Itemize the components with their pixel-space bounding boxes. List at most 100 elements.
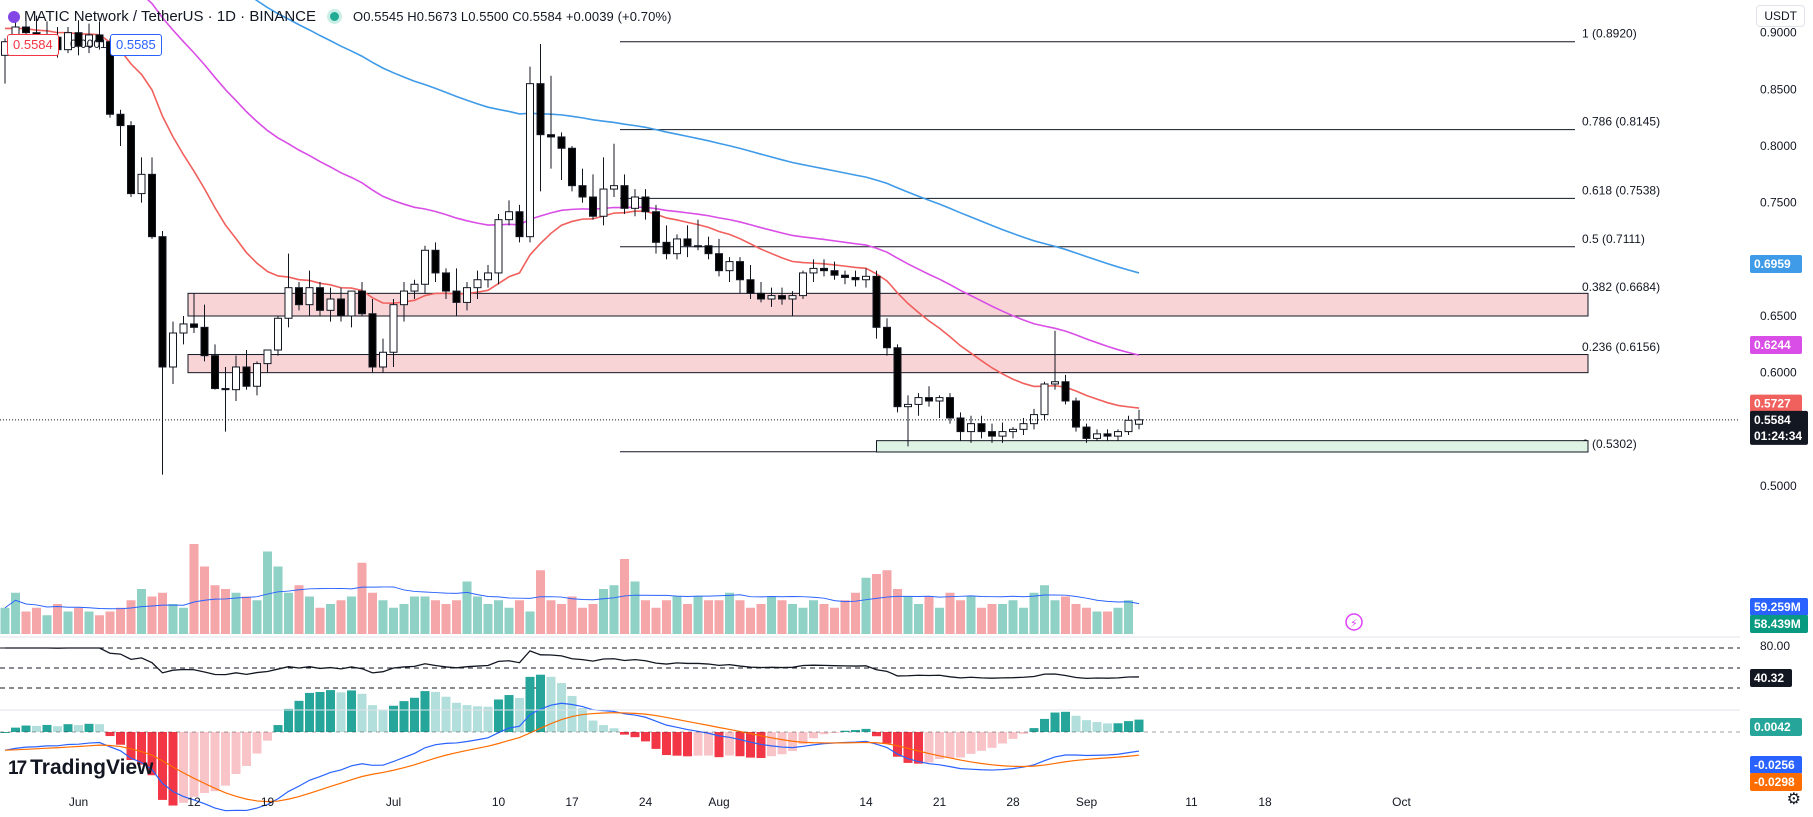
macd-histogram-bar <box>1050 712 1060 732</box>
lightning-circle <box>1345 613 1363 631</box>
macd-histogram-bar <box>74 725 83 732</box>
volume-ma-tag-text: 59.259M <box>1754 600 1801 614</box>
volume-bar <box>116 607 125 634</box>
candle <box>809 259 818 282</box>
volume-bar <box>609 585 619 634</box>
volume-ma-line <box>4 586 1140 610</box>
candle-body <box>337 298 345 317</box>
candle <box>337 287 345 322</box>
sell-price-button[interactable]: 0.5584 <box>7 34 59 56</box>
candle <box>116 109 125 146</box>
volume-bar <box>126 600 136 634</box>
candle-body <box>1093 433 1101 439</box>
fib-label-4: 0.382 (0.6684) <box>1582 280 1660 294</box>
candle <box>589 174 597 220</box>
macd-histogram-bar <box>347 690 356 732</box>
candle <box>1030 408 1038 430</box>
macd-histogram-bar <box>179 732 188 803</box>
fib-label-1: 0.786 (0.8145) <box>1582 115 1660 129</box>
macd-histogram-bar <box>851 730 860 732</box>
candlesticks[interactable] <box>0 15 1740 475</box>
volume-bar <box>368 592 377 634</box>
candle-body <box>410 283 419 292</box>
macd-histogram-bar <box>126 732 136 761</box>
volume-bar <box>347 596 356 634</box>
buy-price-button[interactable]: 0.5585 <box>110 34 162 56</box>
settings-gear-icon[interactable]: ⚙ <box>1786 791 1801 808</box>
candle <box>316 282 324 316</box>
macd-histogram-bar <box>714 732 724 758</box>
candle-body <box>358 290 366 315</box>
candle <box>1093 429 1101 441</box>
volume-bar <box>242 596 251 634</box>
macd-histogram-bar <box>1071 715 1081 732</box>
candle <box>872 270 881 339</box>
fibonacci-retracement[interactable]: 1 (0.8920) 0.786 (0.8145) 0.618 (0.7538) 0.… <box>620 27 1660 453</box>
macd-histogram-bar <box>557 683 566 732</box>
candle <box>148 157 156 239</box>
candle <box>620 174 629 214</box>
volume-bar <box>305 596 314 634</box>
symbol-title[interactable]: MATIC Network / TetherUS · 1D · BINANCE <box>24 8 317 25</box>
macd-histogram-bar <box>588 720 598 732</box>
macd-histogram-bar <box>336 692 346 732</box>
macd-histogram-bar <box>252 732 262 754</box>
volume-bar <box>651 607 661 634</box>
candle-body <box>1009 428 1017 433</box>
candle-body <box>431 249 440 274</box>
candle-body <box>253 363 261 387</box>
candle <box>400 282 408 322</box>
macd-histogram-bar <box>882 732 892 744</box>
volume-tag: 58.439M <box>1750 615 1808 633</box>
candle-body <box>599 188 608 217</box>
candle-body <box>127 125 135 195</box>
candle <box>1009 427 1017 439</box>
price-tick-label: 0.6000 <box>1760 366 1797 380</box>
candle-body <box>305 287 314 306</box>
rsi-pane: 80.00 <box>0 639 1790 689</box>
macd-histogram-bar <box>494 699 503 732</box>
axis-value-tags: 0.6959 0.6244 0.5727 0.5584 01:24:34 59.259M 5… <box>1345 254 1808 791</box>
candle <box>473 270 482 299</box>
candle <box>211 344 219 390</box>
candle <box>578 168 587 203</box>
volume-bar <box>336 600 346 634</box>
candle-body <box>389 304 398 353</box>
candle <box>704 236 713 260</box>
candle-body <box>872 275 881 328</box>
time-tick-label: 21 <box>933 795 947 809</box>
candle <box>967 415 975 443</box>
candle <box>673 234 681 260</box>
candle <box>841 270 849 285</box>
macd-histogram-bar <box>840 730 850 732</box>
candle-body <box>326 298 335 311</box>
last-price-tag: 0.5584 01:24:34 <box>1750 410 1808 445</box>
macd-histogram-bar <box>1113 723 1123 732</box>
candle <box>746 265 755 299</box>
volume-bar <box>893 589 902 634</box>
candle-body <box>190 323 198 328</box>
candle-body <box>715 253 723 272</box>
fib-label-2: 0.618 (0.7538) <box>1582 183 1660 197</box>
candle-body <box>736 261 744 281</box>
candle <box>935 395 944 418</box>
candle-body <box>484 272 492 281</box>
macd-histogram-bar <box>95 724 104 732</box>
candle-body <box>74 32 83 47</box>
ema50-value-tag-text: 0.6244 <box>1754 338 1791 352</box>
macd-histogram-bar <box>861 728 871 732</box>
volume-bar <box>273 566 283 634</box>
currency-selector[interactable]: USDT <box>1756 5 1805 27</box>
time-axis[interactable]: Jun 12 19 Jul 10 17 24 Aug 14 21 28 Sep 11 18 Oct <box>69 795 1412 809</box>
fib-label-0: 1 (0.8920) <box>1582 27 1637 41</box>
support-resistance-zones[interactable] <box>187 292 1589 453</box>
tradingview-logo[interactable]: 17 TradingView <box>8 756 153 780</box>
candle <box>662 225 671 260</box>
candle <box>326 287 335 322</box>
ema-50-line <box>146 0 1140 356</box>
volume-bar <box>704 600 713 634</box>
candle <box>788 291 797 316</box>
macd-histogram-bar <box>357 693 367 732</box>
candle-body <box>242 366 251 387</box>
